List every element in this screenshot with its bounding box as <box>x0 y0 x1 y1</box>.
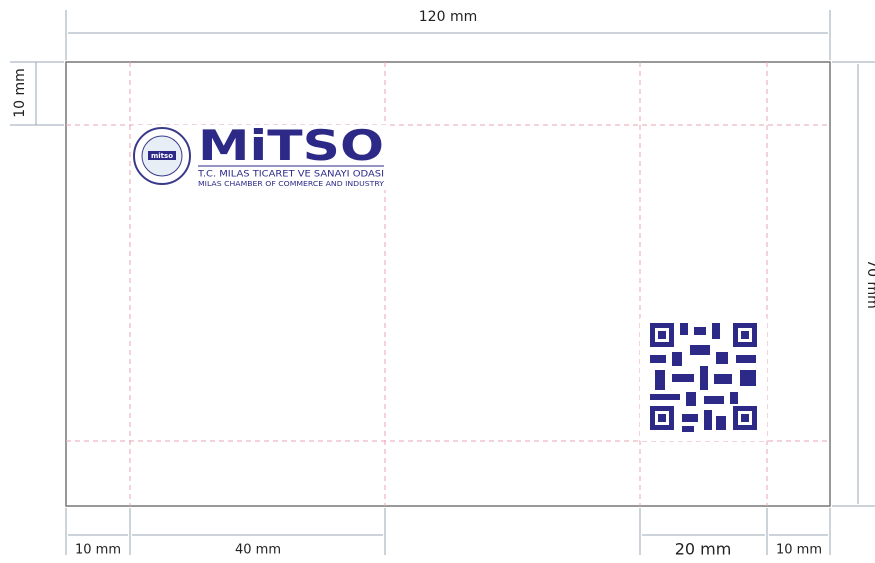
right-margin-label: 10 mm <box>776 543 822 558</box>
seal-band <box>148 151 176 160</box>
wordmark: MiTSO <box>198 121 384 170</box>
left-margin-label: 10 mm <box>75 543 121 558</box>
top-margin-label: 10 mm <box>12 68 28 118</box>
height-label: 70 mm <box>864 259 875 309</box>
qr-width-label: 20 mm <box>675 540 732 559</box>
logo-line2: MILAS CHAMBER OF COMMERCE AND INDUSTRY <box>198 180 385 188</box>
logo-line1: T.C. MILAS TICARET VE SANAYI ODASI <box>197 170 384 180</box>
seal-text: mitso <box>151 152 173 160</box>
qr-code <box>640 318 767 441</box>
width-label: 120 mm <box>419 9 477 25</box>
logo-width-label: 40 mm <box>235 543 281 558</box>
dimension-lines <box>10 10 875 555</box>
logo: mitso MiTSO T.C. MILAS TICARET VE SANAYI… <box>133 121 386 190</box>
